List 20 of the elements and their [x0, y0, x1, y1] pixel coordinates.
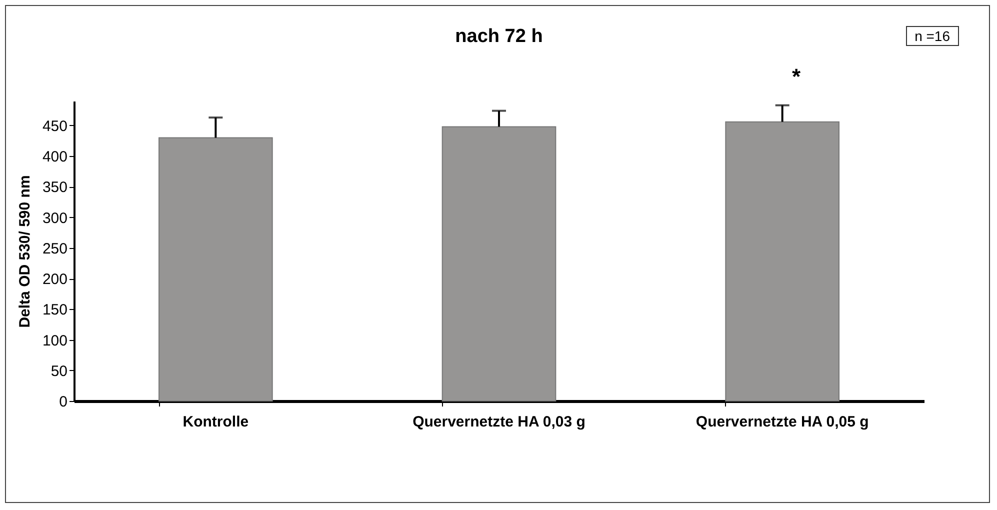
chart-title: nach 72 h	[455, 26, 543, 47]
y-axis-title: Delta OD 530/ 590 nm	[16, 175, 34, 328]
annotation: *	[792, 64, 802, 89]
y-tick-label: 300	[42, 210, 68, 227]
y-tick-label: 50	[50, 362, 68, 380]
y-tick-label: 200	[42, 271, 68, 288]
bar	[442, 126, 556, 402]
text: n =16	[906, 26, 959, 46]
bar	[725, 121, 840, 402]
y-tick-label: 400	[42, 148, 68, 166]
x-tick-label: Kontrolle	[182, 414, 249, 430]
y-tick-label: 350	[42, 179, 68, 196]
y-tick-label: 0	[59, 394, 68, 410]
y-tick-label: 250	[42, 240, 68, 258]
bar	[158, 137, 273, 402]
x-tick-label: Quervernetzte HA 0,03 g	[412, 414, 586, 430]
y-tick-label: 150	[42, 302, 68, 319]
x-tick-label: Quervernetzte HA 0,05 g	[696, 414, 869, 430]
y-tick-label: 100	[42, 332, 68, 350]
y-tick-label: 450	[42, 118, 68, 135]
